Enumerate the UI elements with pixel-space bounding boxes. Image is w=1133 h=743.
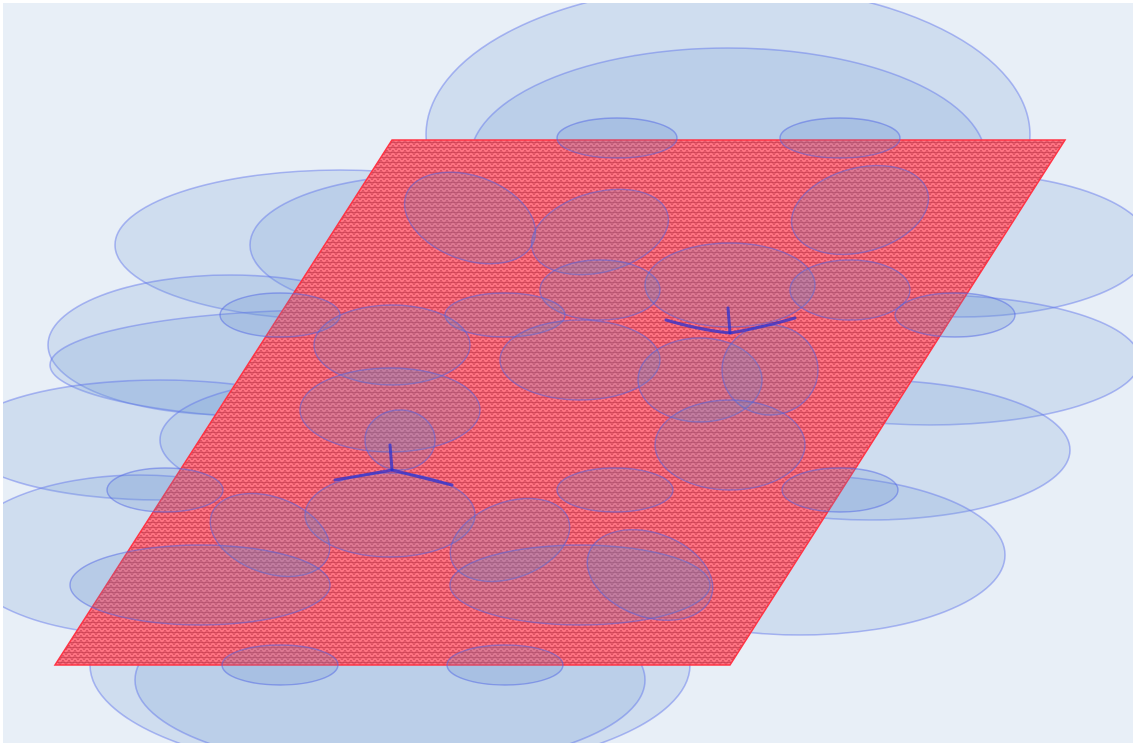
- orbital-cloud: [556, 467, 674, 513]
- orbital-cloud: [586, 529, 714, 621]
- junction-left: [333, 443, 454, 487]
- lattice-surface-tint: [55, 140, 1065, 665]
- orbital-cloud: [530, 188, 670, 276]
- junction-right: [664, 306, 797, 335]
- orbital-cloud: [313, 304, 471, 386]
- orbital-cloud: [69, 544, 331, 626]
- lattice-surface: [53, 139, 1067, 666]
- orbital-cloud: [446, 644, 564, 686]
- front-orbital-clouds: [69, 117, 1016, 686]
- orbital-cloud: [637, 337, 763, 423]
- frame-left: [0, 0, 3, 743]
- orbital-cloud: [781, 467, 899, 513]
- orbital-cloud: [449, 544, 711, 626]
- orbital-cloud: [779, 117, 901, 159]
- orbital-cloud: [790, 164, 930, 256]
- orbital-cloud: [221, 644, 339, 686]
- orbital-cloud: [106, 467, 224, 513]
- orbital-cloud: [403, 171, 537, 265]
- orbital-cloud: [894, 292, 1016, 338]
- orbital-cloud: [539, 259, 661, 321]
- orbital-cloud: [789, 259, 911, 321]
- orbital-cloud: [654, 399, 806, 491]
- orbital-cloud: [449, 497, 571, 583]
- orbital-cloud: [499, 319, 661, 401]
- orbital-cloud: [364, 409, 436, 471]
- orbital-cloud: [556, 117, 678, 159]
- orbital-cloud: [209, 492, 331, 578]
- frame-top: [0, 0, 1133, 3]
